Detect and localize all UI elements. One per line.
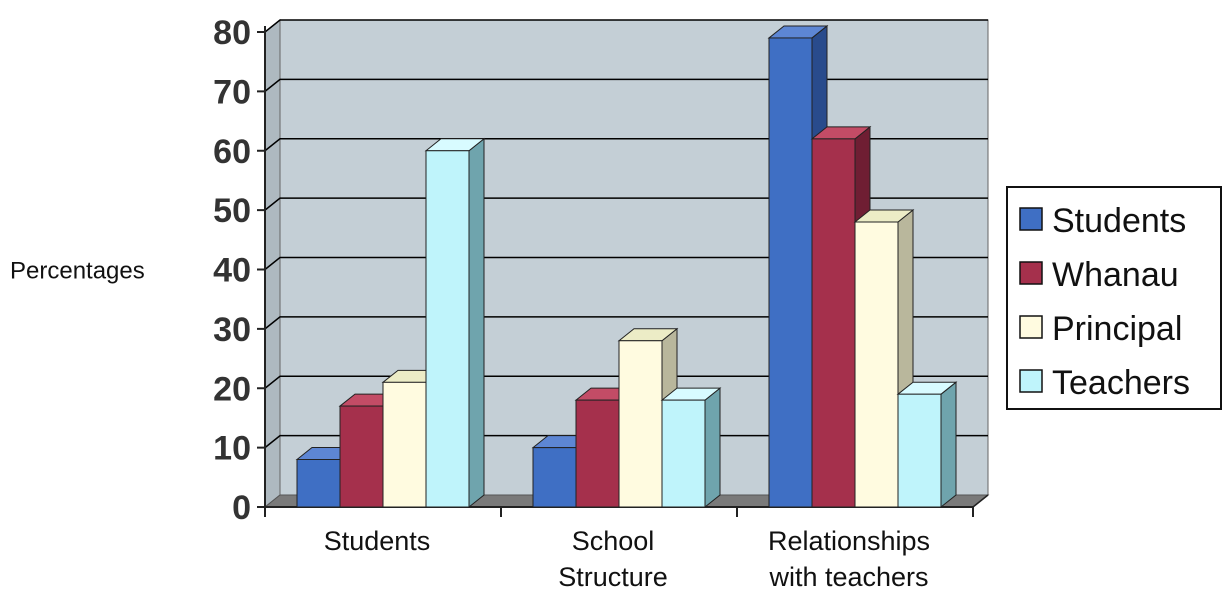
gridline bbox=[264, 434, 988, 449]
bar-whanau-3 bbox=[811, 138, 856, 508]
gridline bbox=[264, 19, 988, 33]
y-tick-label: 10 bbox=[213, 430, 251, 468]
gridline bbox=[264, 197, 988, 211]
x-category-label: School bbox=[572, 526, 655, 556]
legend-label: Teachers bbox=[1052, 364, 1190, 402]
legend-swatch bbox=[1019, 261, 1043, 285]
y-tick-label: 20 bbox=[213, 370, 251, 408]
legend-label: Students bbox=[1052, 202, 1186, 240]
y-tick-label: 40 bbox=[213, 252, 251, 290]
y-tick-label: 80 bbox=[213, 14, 251, 52]
gridline bbox=[264, 375, 988, 389]
bar-principal-1 bbox=[382, 381, 427, 508]
gridline bbox=[264, 138, 988, 152]
bar-principal-3 bbox=[854, 221, 899, 508]
gridline bbox=[264, 78, 988, 92]
bar-students-2 bbox=[532, 447, 577, 508]
y-tick-label: 50 bbox=[213, 192, 251, 230]
bar-students-1 bbox=[296, 459, 341, 508]
bar-whanau-2 bbox=[575, 399, 620, 508]
x-category-label: Relationships bbox=[768, 526, 930, 556]
bar-whanau-1 bbox=[339, 405, 384, 508]
y-tick-label: 70 bbox=[213, 73, 251, 111]
y-axis-label: Percentages bbox=[10, 258, 145, 285]
bar-students-3 bbox=[768, 37, 813, 508]
x-axis-depth-edge bbox=[972, 494, 989, 508]
legend-swatch bbox=[1019, 315, 1043, 339]
y-tick-label: 60 bbox=[213, 133, 251, 171]
bar-teachers-1 bbox=[425, 150, 470, 508]
y-tick-label: 0 bbox=[232, 489, 251, 527]
bar-teachers-3-side bbox=[940, 381, 957, 509]
bar-teachers-1-side bbox=[468, 137, 485, 509]
legend-label: Principal bbox=[1052, 310, 1182, 348]
bar-teachers-3 bbox=[897, 393, 942, 508]
y-tick-label: 30 bbox=[213, 311, 251, 349]
gridline bbox=[264, 316, 988, 330]
bar-teachers-2 bbox=[661, 399, 706, 508]
bar-principal-2 bbox=[618, 340, 663, 508]
x-category-label: Students bbox=[324, 526, 431, 556]
legend-swatch bbox=[1019, 207, 1043, 231]
bar-teachers-2-side bbox=[704, 387, 721, 509]
legend-swatch bbox=[1019, 369, 1043, 393]
x-category-label: Structure bbox=[558, 562, 668, 590]
legend-label: Whanau bbox=[1052, 256, 1179, 294]
gridline bbox=[264, 256, 988, 271]
x-category-label: with teachers bbox=[768, 562, 928, 590]
